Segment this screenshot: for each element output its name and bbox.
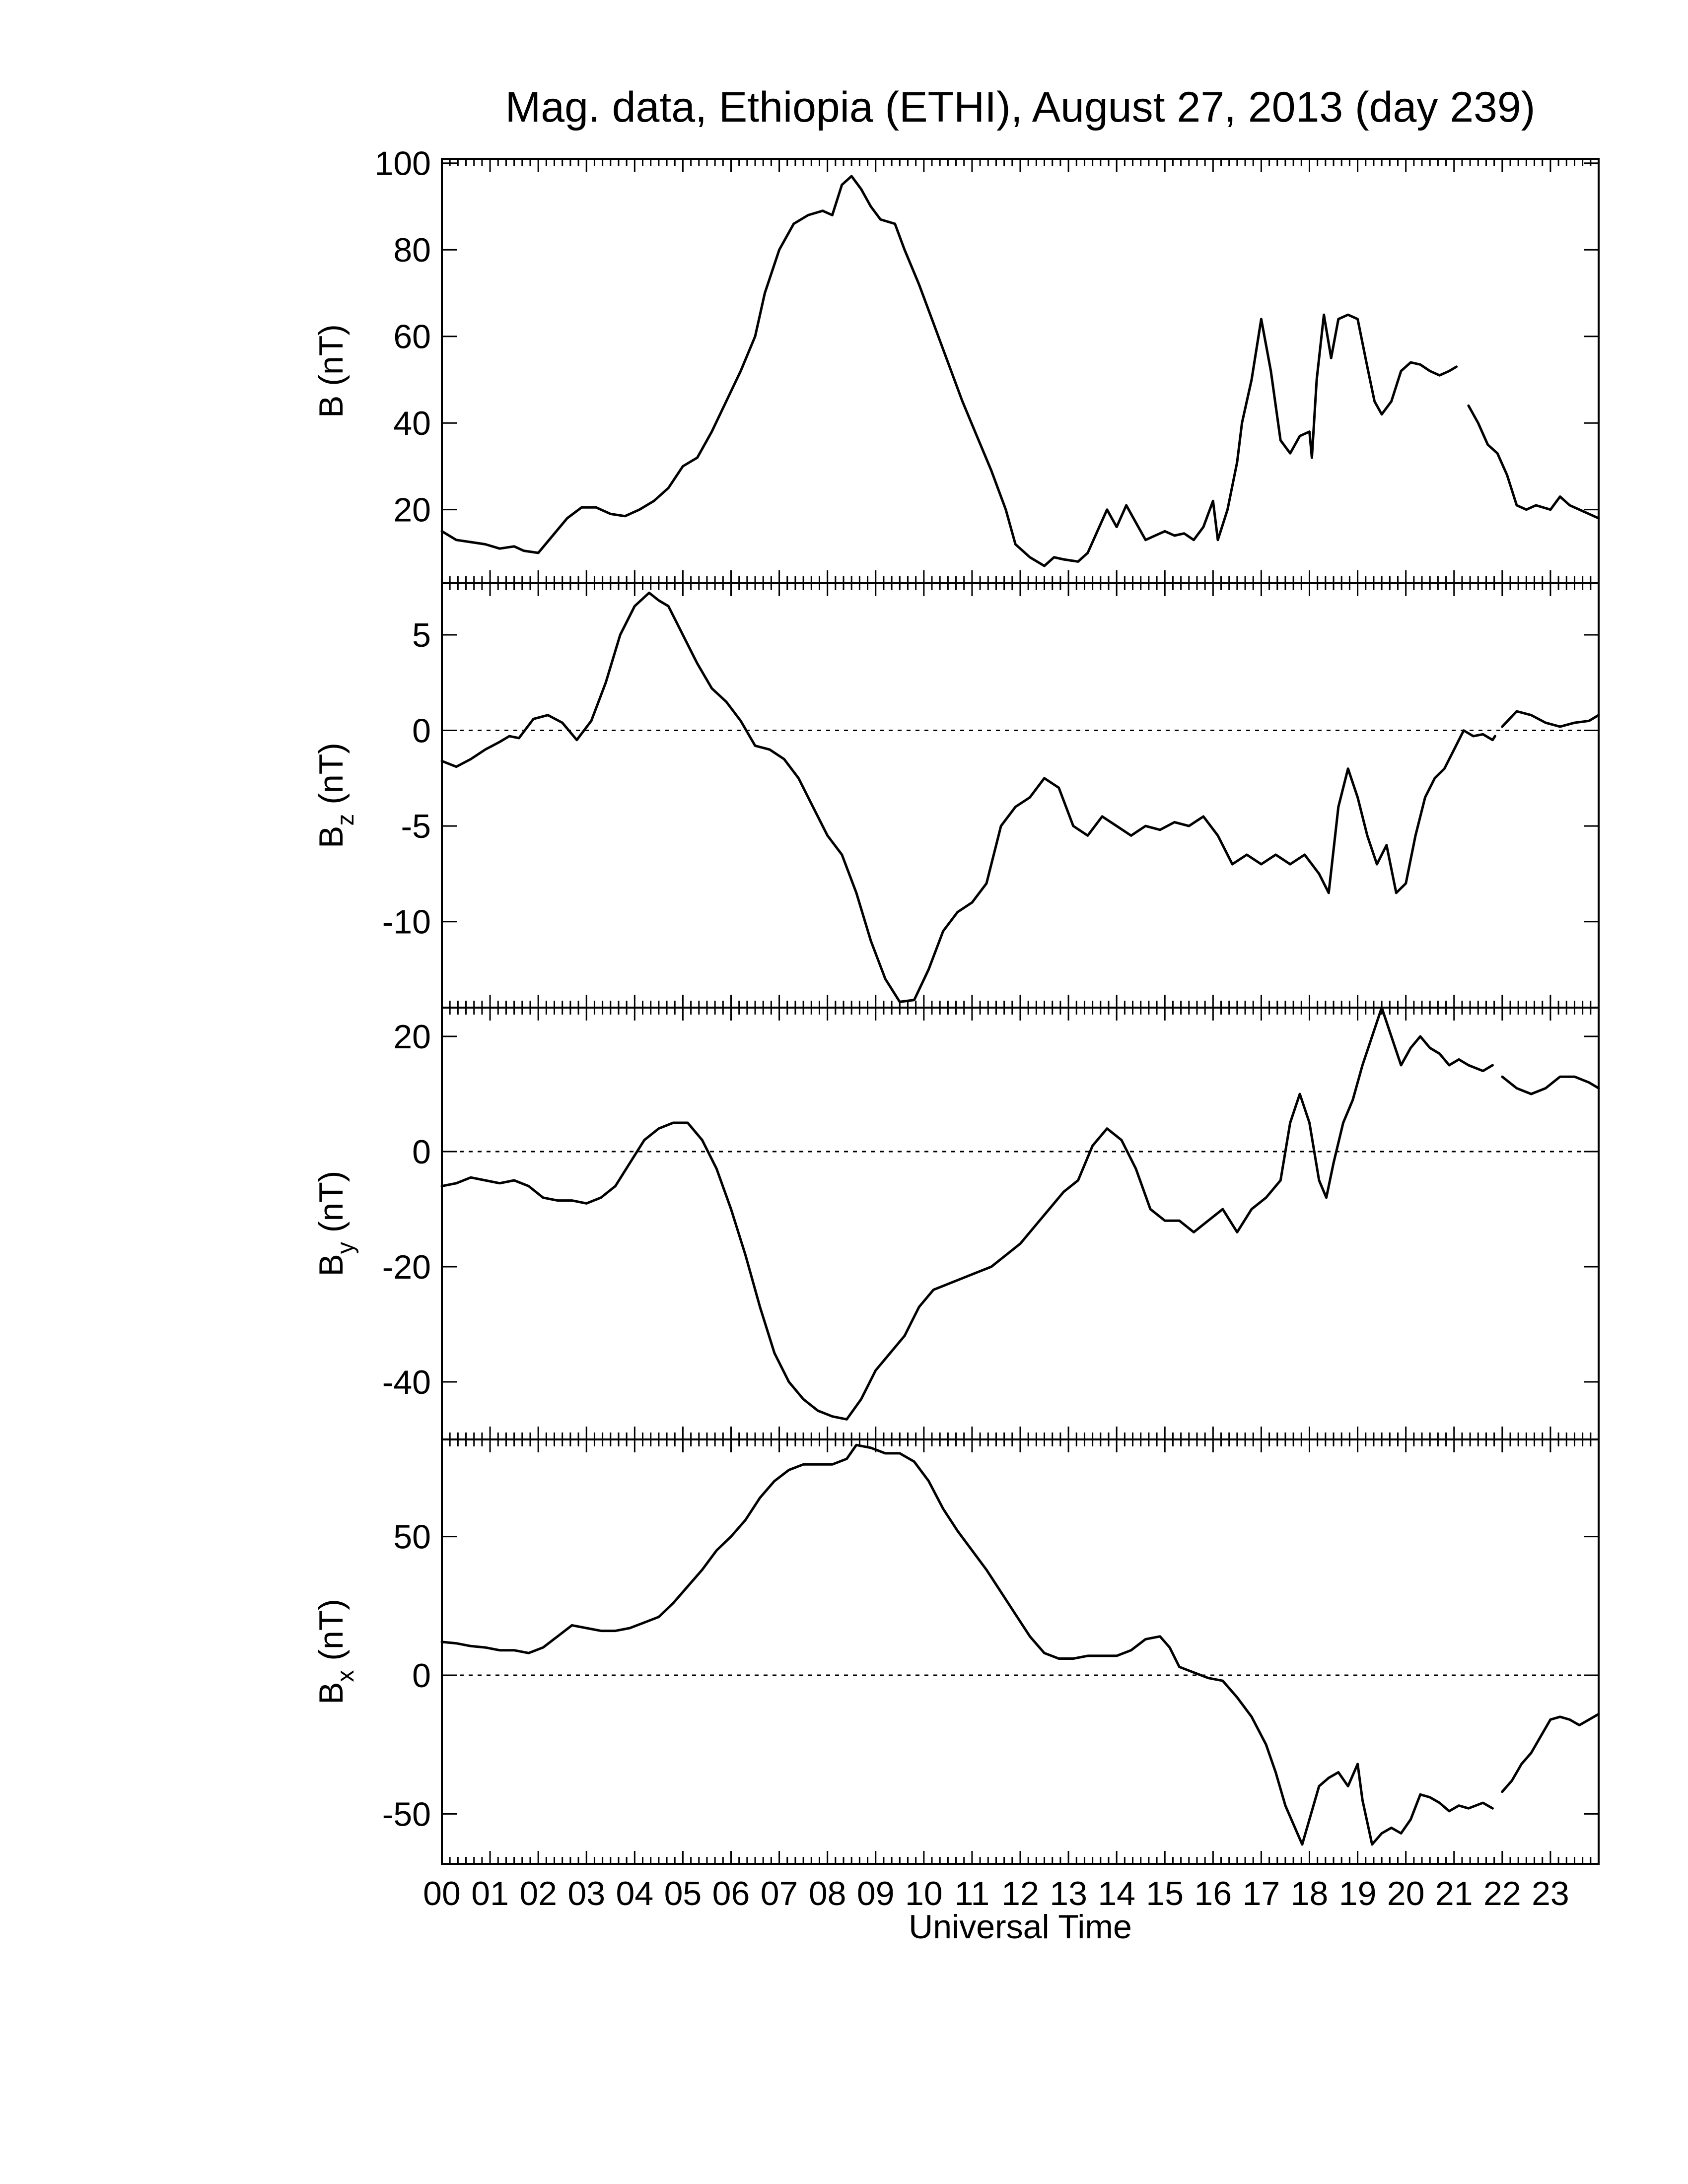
panel-3: -40 -20 0 20 By (nT) [312,1006,1600,1440]
data-line-segment-1 [440,1443,1494,1846]
panel-4: -50 0 50 Bx (nT) [312,1438,1600,1865]
x-tick-label: 15 [1146,1875,1184,1912]
x-tick-label: 18 [1291,1875,1329,1912]
y-axis-label: By (nT) [312,1171,359,1277]
y-axis-label-subscript: z [333,814,359,826]
data-line-segment-1 [440,175,1458,567]
y-tick-label: 80 [393,231,431,269]
y-axis-label: B (nT) [312,324,350,418]
y-axis-label-unit: (nT) [312,324,350,396]
data-line-segment-1 [440,1006,1494,1421]
y-axis-label-unit: (nT) [312,1171,350,1242]
data-line-segment-2 [1467,404,1600,520]
x-tick-label: 14 [1098,1875,1135,1912]
x-tick-label: 10 [905,1875,943,1912]
y-tick-label: -5 [401,808,431,845]
data-line-segment-2 [1501,1075,1600,1095]
y-tick-label: 20 [393,491,431,529]
x-tick-label: 20 [1387,1875,1425,1912]
y-tick-label: 50 [393,1518,431,1556]
x-tick-label: 22 [1483,1875,1521,1912]
x-tick-label: 05 [664,1875,702,1912]
x-tick-label: 13 [1050,1875,1087,1912]
x-tick-label: 17 [1243,1875,1280,1912]
y-tick-label: 40 [393,405,431,442]
x-tick-label: 12 [1001,1875,1039,1912]
x-tick-label: 09 [857,1875,895,1912]
y-tick-label: -40 [382,1364,431,1401]
x-tick-label: 07 [761,1875,798,1912]
y-tick-label: 20 [393,1018,431,1056]
y-axis-label: Bz (nT) [312,743,359,848]
y-tick-label: 100 [375,145,431,183]
x-tick-labels: 00 01 02 03 04 05 06 07 08 09 10 11 12 13 14 15 16 17 18 19… [423,1875,1569,1912]
y-axis-label-unit: (nT) [312,1599,350,1670]
y-tick-label: 0 [412,1133,431,1171]
x-tick-label: 08 [809,1875,846,1912]
data-line-segment-1 [440,591,1496,1003]
y-axis-label-main: B [312,1682,350,1705]
chart-title: Mag. data, Ethiopia (ETHI), August 27, 2… [505,83,1536,131]
panel-1: 20 40 60 80 100 B (nT) [312,145,1600,584]
y-tick-label: 0 [412,712,431,750]
y-axis-label-main: B [312,396,350,418]
y-axis-label-unit: (nT) [312,743,350,814]
y-tick-label: -20 [382,1248,431,1286]
y-tick-label: -50 [382,1795,431,1833]
x-tick-label: 23 [1532,1875,1569,1912]
x-tick-label: 01 [471,1875,509,1912]
y-axis-label-subscript: y [333,1242,359,1254]
y-tick-label: -10 [382,903,431,941]
y-tick-label: 60 [393,318,431,356]
x-tick-label: 02 [519,1875,557,1912]
data-line-segment-2 [1501,1712,1600,1793]
x-tick-label: 06 [712,1875,750,1912]
y-axis-label: Bx (nT) [312,1599,359,1705]
x-tick-label: 04 [616,1875,654,1912]
x-tick-label: 11 [955,1875,990,1912]
x-tick-label: 16 [1195,1875,1232,1912]
x-tick-label: 00 [423,1875,461,1912]
data-line-segment-2 [1501,710,1600,728]
x-tick-label: 19 [1339,1875,1377,1912]
x-tick-label: 21 [1435,1875,1473,1912]
y-axis-label-subscript: x [333,1670,359,1682]
x-tick-label: 03 [567,1875,605,1912]
y-tick-label: 5 [412,616,431,654]
x-axis-label: Universal Time [909,1908,1132,1946]
y-tick-label: 0 [412,1657,431,1695]
y-axis-label-main: B [312,1254,350,1276]
y-axis-label-main: B [312,826,350,848]
